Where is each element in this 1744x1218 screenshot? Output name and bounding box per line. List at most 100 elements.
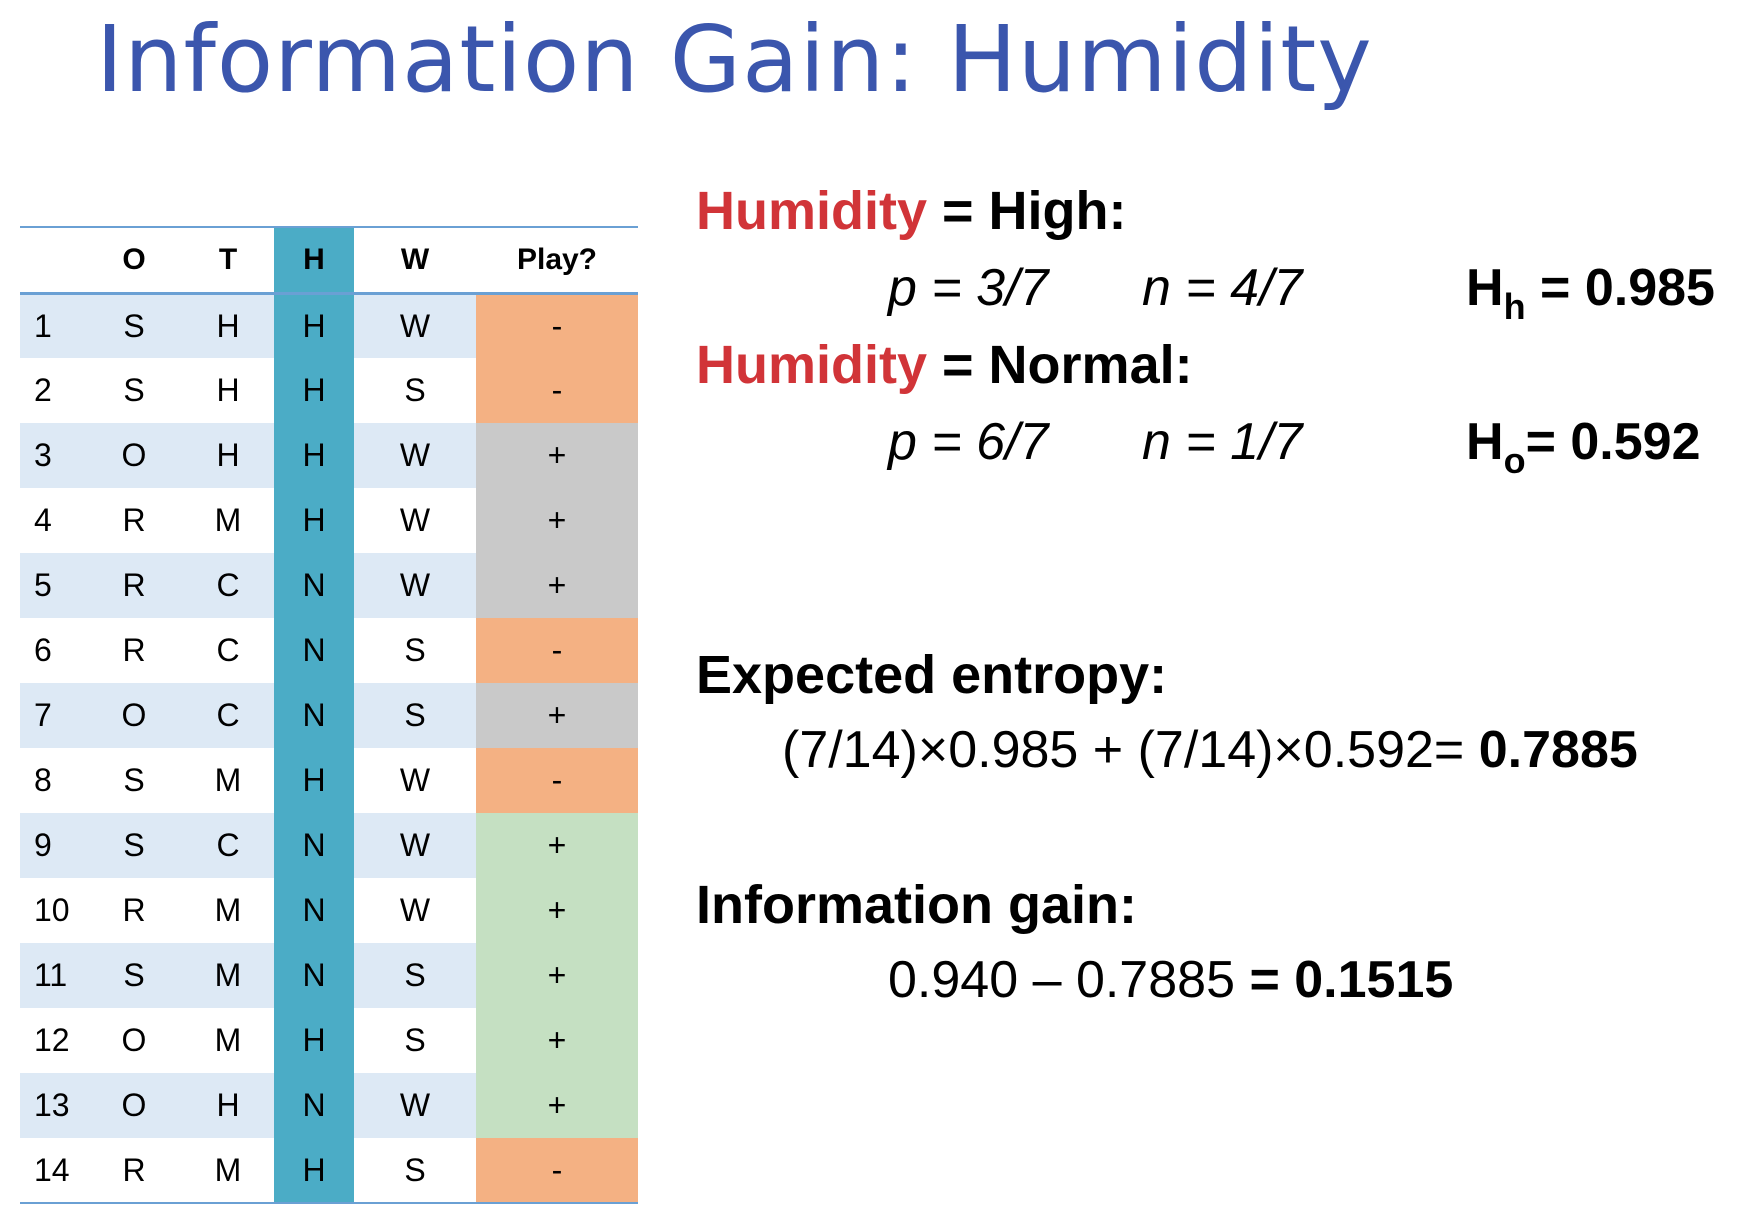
wind-cell: W bbox=[354, 813, 476, 878]
temperature-cell: M bbox=[182, 1138, 274, 1203]
row-index-cell: 14 bbox=[20, 1138, 86, 1203]
temperature-cell: H bbox=[182, 293, 274, 358]
temperature-cell: H bbox=[182, 358, 274, 423]
outlook-cell: R bbox=[86, 488, 182, 553]
play-cell: - bbox=[476, 358, 638, 423]
slide-title: Information Gain: Humidity bbox=[96, 6, 1373, 113]
wind-cell: W bbox=[354, 878, 476, 943]
outlook-cell: R bbox=[86, 618, 182, 683]
row-index-cell: 5 bbox=[20, 553, 86, 618]
row-index-cell: 13 bbox=[20, 1073, 86, 1138]
gain-formula-text: 0.940 – 0.7885 bbox=[888, 951, 1250, 1009]
humidity-cell: H bbox=[274, 488, 354, 553]
temperature-cell: M bbox=[182, 943, 274, 1008]
outlook-cell: O bbox=[86, 1008, 182, 1073]
normal-entropy-label: H bbox=[1466, 413, 1504, 471]
row-index-cell: 6 bbox=[20, 618, 86, 683]
table-row: 4 R M H W + bbox=[20, 488, 638, 553]
play-cell: + bbox=[476, 423, 638, 488]
information-gain-formula: 0.940 – 0.7885 = 0.1515 bbox=[888, 950, 1453, 1010]
col-header-play: Play? bbox=[516, 242, 598, 276]
col-header-wind: W bbox=[400, 242, 430, 276]
humidity-cell: N bbox=[274, 943, 354, 1008]
normal-p: p = 6/7 bbox=[888, 413, 1049, 471]
col-header-temperature: T bbox=[218, 242, 238, 276]
outlook-cell: S bbox=[86, 813, 182, 878]
play-cell: - bbox=[476, 293, 638, 358]
play-cell: + bbox=[476, 1008, 638, 1073]
expected-entropy-formula: (7/14)×0.985 + (7/14)×0.592= 0.7885 bbox=[782, 720, 1638, 780]
humidity-cell: H bbox=[274, 1008, 354, 1073]
play-cell: - bbox=[476, 748, 638, 813]
row-index-cell: 12 bbox=[20, 1008, 86, 1073]
temperature-cell: M bbox=[182, 748, 274, 813]
table-row: 7 O C N S + bbox=[20, 683, 638, 748]
condition-normal: Humidity = Normal: bbox=[696, 334, 1193, 396]
temperature-cell: M bbox=[182, 878, 274, 943]
table-row: 13 O H N W + bbox=[20, 1073, 638, 1138]
humidity-cell: N bbox=[274, 553, 354, 618]
col-header-outlook: O bbox=[122, 242, 146, 276]
outlook-cell: S bbox=[86, 748, 182, 813]
expected-entropy-heading: Expected entropy: bbox=[696, 645, 1168, 705]
humidity-cell: N bbox=[274, 618, 354, 683]
temperature-cell: C bbox=[182, 813, 274, 878]
humidity-cell: H bbox=[274, 423, 354, 488]
row-index-cell: 11 bbox=[20, 943, 86, 1008]
weather-data-table: O T H W Play? 1 S H H W -2 S H H S -3 O H H W +4 R M H W +5 R… bbox=[20, 226, 638, 1204]
row-index-cell: 8 bbox=[20, 748, 86, 813]
humidity-cell: H bbox=[274, 748, 354, 813]
play-cell: + bbox=[476, 943, 638, 1008]
condition-normal-attr: Humidity bbox=[696, 335, 928, 395]
high-n: n = 4/7 bbox=[1142, 259, 1303, 317]
condition-high-attr: Humidity bbox=[696, 181, 928, 241]
row-index-cell: 10 bbox=[20, 878, 86, 943]
high-entropy-value: = 0.985 bbox=[1525, 259, 1715, 317]
table-header-row: O T H W Play? bbox=[20, 227, 638, 293]
high-p: p = 3/7 bbox=[888, 259, 1049, 317]
col-header-index bbox=[20, 227, 86, 293]
outlook-cell: R bbox=[86, 1138, 182, 1203]
normal-n: n = 1/7 bbox=[1142, 413, 1303, 471]
table-row: 3 O H H W + bbox=[20, 423, 638, 488]
outlook-cell: O bbox=[86, 423, 182, 488]
wind-cell: S bbox=[354, 1138, 476, 1203]
temperature-cell: C bbox=[182, 618, 274, 683]
table-row: 10 R M N W + bbox=[20, 878, 638, 943]
wind-cell: S bbox=[354, 358, 476, 423]
row-index-cell: 1 bbox=[20, 293, 86, 358]
humidity-cell: N bbox=[274, 1073, 354, 1138]
wind-cell: W bbox=[354, 553, 476, 618]
outlook-cell: O bbox=[86, 683, 182, 748]
humidity-cell: N bbox=[274, 878, 354, 943]
humidity-cell: H bbox=[274, 358, 354, 423]
humidity-cell: H bbox=[274, 293, 354, 358]
wind-cell: W bbox=[354, 293, 476, 358]
outlook-cell: S bbox=[86, 943, 182, 1008]
outlook-cell: S bbox=[86, 293, 182, 358]
wind-cell: S bbox=[354, 943, 476, 1008]
humidity-cell: N bbox=[274, 813, 354, 878]
condition-normal-rest: = Normal: bbox=[927, 335, 1193, 395]
wind-cell: S bbox=[354, 1008, 476, 1073]
play-cell: + bbox=[476, 878, 638, 943]
outlook-cell: S bbox=[86, 358, 182, 423]
table-row: 11 S M N S + bbox=[20, 943, 638, 1008]
wind-cell: S bbox=[354, 683, 476, 748]
play-cell: + bbox=[476, 488, 638, 553]
table-row: 5 R C N W + bbox=[20, 553, 638, 618]
humidity-cell: N bbox=[274, 683, 354, 748]
play-cell: - bbox=[476, 1138, 638, 1203]
high-entropy-sub: h bbox=[1503, 286, 1526, 327]
table-row: 9 S C N W + bbox=[20, 813, 638, 878]
play-cell: + bbox=[476, 1073, 638, 1138]
play-cell: - bbox=[476, 618, 638, 683]
outlook-cell: R bbox=[86, 878, 182, 943]
temperature-cell: H bbox=[182, 1073, 274, 1138]
temperature-cell: C bbox=[182, 553, 274, 618]
high-entropy-label: H bbox=[1466, 259, 1504, 317]
